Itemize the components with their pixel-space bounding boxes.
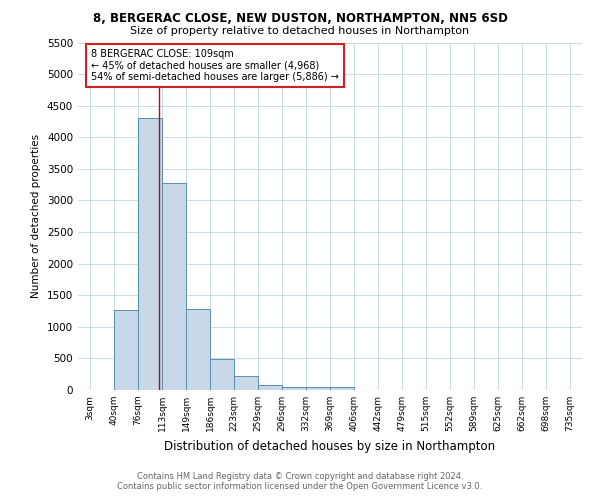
Bar: [114, 310, 138, 390]
Bar: [282, 386, 306, 390]
Text: Size of property relative to detached houses in Northampton: Size of property relative to detached ho…: [130, 26, 470, 36]
Bar: [258, 384, 282, 390]
Text: 8 BERGERAC CLOSE: 109sqm
← 45% of detached houses are smaller (4,968)
54% of sem: 8 BERGERAC CLOSE: 109sqm ← 45% of detach…: [91, 49, 339, 82]
Bar: [306, 386, 330, 390]
Bar: [210, 359, 234, 390]
Bar: [330, 386, 354, 390]
Bar: [234, 376, 258, 390]
Bar: [162, 183, 186, 390]
Bar: [138, 118, 162, 390]
Y-axis label: Number of detached properties: Number of detached properties: [31, 134, 41, 298]
Bar: [186, 309, 210, 390]
Text: 8, BERGERAC CLOSE, NEW DUSTON, NORTHAMPTON, NN5 6SD: 8, BERGERAC CLOSE, NEW DUSTON, NORTHAMPT…: [92, 12, 508, 26]
Text: Contains HM Land Registry data © Crown copyright and database right 2024.
Contai: Contains HM Land Registry data © Crown c…: [118, 472, 482, 491]
X-axis label: Distribution of detached houses by size in Northampton: Distribution of detached houses by size …: [164, 440, 496, 452]
